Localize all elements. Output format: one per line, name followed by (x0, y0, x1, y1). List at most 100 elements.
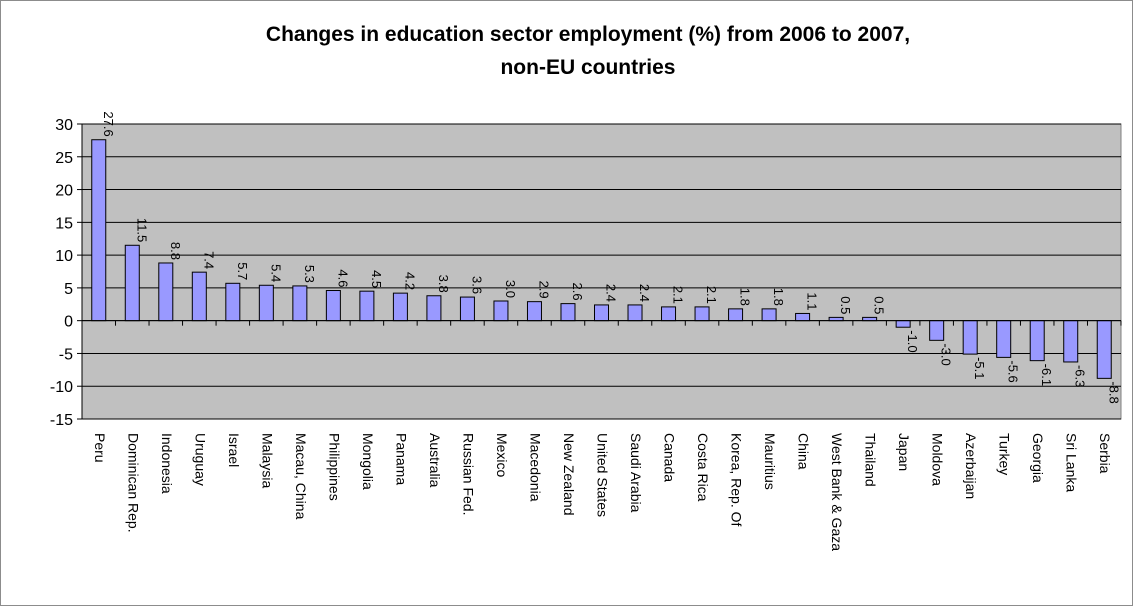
data-label: 1.1 (805, 292, 820, 310)
data-label: -6.3 (1073, 365, 1088, 387)
gridlines (82, 123, 1121, 420)
data-label: -8.8 (1106, 381, 1121, 403)
category-label: Peru (92, 433, 108, 463)
data-label: 5.7 (235, 262, 250, 280)
y-tick-label: -10 (50, 379, 73, 396)
category-label: Indonesia (159, 433, 175, 494)
category-label: Macau, China (293, 433, 309, 520)
category-label: Moldova (930, 433, 946, 486)
data-label: 0.5 (872, 296, 887, 314)
category-label: Russian Fed. (460, 433, 476, 515)
data-label: 2.4 (637, 284, 652, 302)
category-label: Israel (226, 433, 242, 467)
y-tick-label: 30 (55, 117, 73, 134)
category-label: Thailand (863, 433, 879, 487)
category-label: New Zealand (561, 433, 577, 516)
data-label: 11.5 (134, 218, 149, 242)
data-label: 4.5 (369, 270, 384, 288)
category-label: Serbia (1097, 433, 1113, 474)
plot-area (81, 123, 1122, 420)
category-label: Australia (427, 433, 443, 488)
data-label: 2.1 (671, 286, 686, 304)
data-label: 1.8 (738, 288, 753, 306)
data-label: 4.6 (335, 269, 350, 287)
data-label: 0.5 (838, 296, 853, 314)
bar (392, 292, 408, 322)
bar (1063, 320, 1079, 363)
data-label: -5.6 (1006, 360, 1021, 382)
bar (325, 290, 341, 322)
bar (694, 306, 710, 322)
category-label: Sri Lanka (1064, 433, 1080, 492)
category-label: Dominican Rep. (125, 433, 141, 533)
bar (359, 290, 375, 322)
category-label: Malaysia (259, 433, 275, 488)
data-label: 8.8 (168, 242, 183, 260)
labels: 30 25 20 15 10 5 0 -5 -10 -15 27.6 Peru 11.5 Dominica… (50, 111, 1121, 551)
data-label: 3.0 (503, 280, 518, 298)
bar (493, 300, 509, 322)
bar (560, 303, 576, 322)
bar (996, 320, 1012, 358)
chart-title: Changes in education sector employment (… (266, 23, 910, 46)
category-label: West Bank & Gaza (829, 433, 845, 551)
y-tick-label: 10 (55, 248, 73, 265)
data-label: -6.1 (1039, 364, 1054, 386)
y-tick-label: -15 (50, 412, 73, 429)
category-label: Korea, Rep. Of (729, 433, 745, 526)
category-label: Philippines (326, 433, 342, 501)
data-label: -1.0 (905, 330, 920, 352)
bar (795, 312, 811, 322)
bar (627, 304, 643, 322)
bar (91, 139, 107, 322)
y-tick-label: 20 (55, 183, 73, 200)
data-label: -5.1 (972, 357, 987, 379)
category-label: Turkey (997, 433, 1013, 475)
category-label: Mongolia (360, 433, 376, 490)
data-label: 5.4 (268, 264, 283, 282)
data-label: 2.1 (704, 286, 719, 304)
category-label: Georgia (1030, 433, 1046, 483)
bar (124, 244, 140, 322)
bar (258, 284, 274, 322)
data-label: 4.2 (402, 272, 417, 290)
data-label: 2.9 (536, 281, 551, 299)
category-label: Azerbaijan (963, 433, 979, 499)
bar (191, 271, 207, 322)
data-label: 3.8 (436, 275, 451, 293)
category-label: Canada (662, 433, 678, 482)
category-label: United States (595, 433, 611, 517)
bar (158, 262, 174, 322)
bar (526, 301, 542, 322)
category-label: Mexico (494, 433, 510, 478)
bar (929, 320, 945, 341)
bar (1029, 320, 1045, 362)
bar (1096, 320, 1112, 379)
category-label: Japan (896, 433, 912, 471)
category-label: China (796, 433, 812, 470)
y-tick-label: 15 (55, 215, 73, 232)
category-label: Uruguay (192, 433, 208, 486)
bar (225, 282, 241, 322)
bar (661, 306, 677, 322)
data-label: -3.0 (939, 343, 954, 365)
bar (895, 320, 911, 328)
category-label: Mauritius (762, 433, 778, 490)
bars (91, 139, 1112, 379)
data-label: 5.3 (302, 265, 317, 283)
data-label: 1.8 (771, 288, 786, 306)
data-label: 7.4 (201, 251, 216, 269)
bar (761, 308, 777, 322)
category-label: Panama (393, 433, 409, 485)
y-tick-label: -5 (59, 346, 73, 363)
y-tick-label: 25 (55, 150, 73, 167)
data-label: 2.4 (604, 284, 619, 302)
category-label: Macedonia (527, 433, 543, 502)
bar (292, 285, 308, 322)
bar (728, 308, 744, 322)
data-label: 3.6 (469, 276, 484, 294)
y-tick-label: 5 (64, 281, 73, 298)
data-label: 27.6 (101, 111, 116, 136)
bar (459, 296, 475, 322)
